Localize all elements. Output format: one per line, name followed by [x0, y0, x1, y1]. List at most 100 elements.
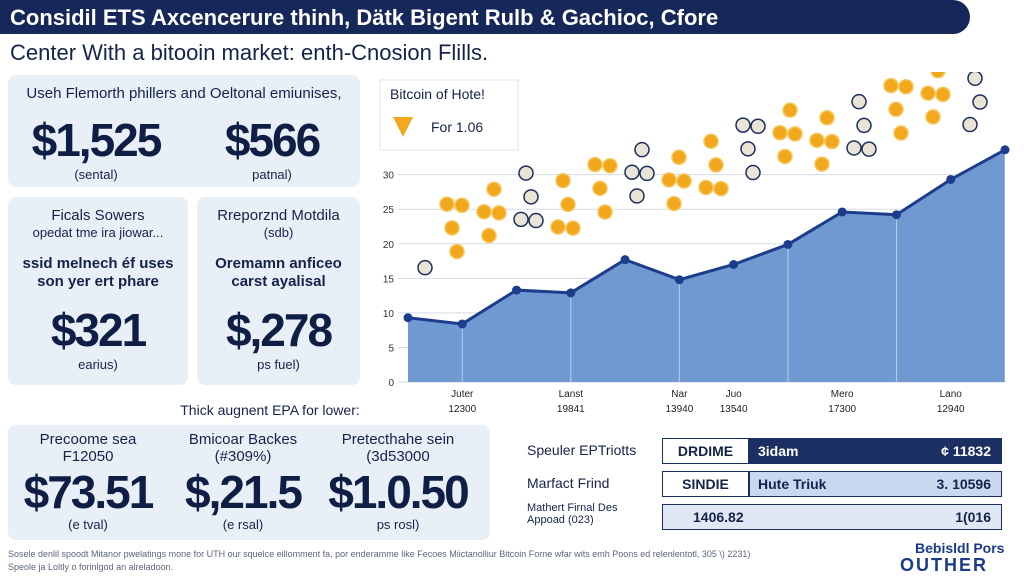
item-title: (#309%) [214, 448, 272, 465]
coin-icon [740, 141, 756, 157]
point [946, 174, 956, 184]
x-tick-sublabel: 13940 [665, 404, 693, 415]
coin-icon [528, 212, 544, 229]
coin-icon [491, 205, 507, 221]
coin-icon [518, 165, 534, 181]
coin-icon [883, 77, 899, 94]
legend-label: For 1.06 [431, 119, 483, 135]
info-card: Rreporznd Motdila (sdb) Oremamn anficeo car… [197, 197, 360, 385]
x-tick-sublabel: 13540 [720, 404, 748, 415]
item-value: $,21.5 [185, 466, 303, 518]
coin-icon [893, 125, 909, 141]
coin-icon [476, 203, 492, 220]
coin-icon [777, 148, 793, 165]
row-tag: SINDIE [663, 472, 750, 496]
row-value: ¢ 11832 [941, 443, 991, 459]
coin-icon [962, 116, 978, 133]
card-title: Ficals Sowers [51, 207, 145, 224]
card-text: ssid melnech éf uses [22, 255, 174, 272]
coin-icon [486, 181, 502, 197]
coin-icon [824, 133, 840, 150]
coin-icon [698, 179, 714, 196]
table-row: Marfact Frind SINDIE Hute Triuk 3. 10596 [527, 471, 1007, 497]
x-tick-label: Mero [831, 389, 854, 400]
coin-icon [735, 117, 751, 133]
card-note: earius) [78, 357, 118, 372]
card-value: $321 [50, 304, 147, 356]
coin-icon [565, 220, 581, 236]
item-title: F12050 [62, 448, 114, 465]
y-tick-label: 30 [383, 171, 395, 182]
coin-icon [967, 72, 983, 87]
item-title: Bmicoar Backes [188, 431, 298, 448]
card-note: ps fuel) [257, 357, 300, 372]
coin-icon [639, 165, 655, 182]
coin-icon [814, 156, 830, 172]
summary-card: Useh Flemorth phillers and Oeltonal emiu… [8, 75, 360, 187]
legend-box [379, 79, 519, 151]
point [1000, 145, 1010, 155]
x-tick-label: Juter [451, 389, 474, 400]
summary-value: $566 [224, 114, 321, 166]
coin-icon [555, 172, 571, 189]
coin-icon [703, 133, 719, 149]
area [408, 149, 1005, 382]
item-note: (e rsal) [222, 517, 264, 532]
row-name: Hute Triuk [758, 476, 827, 492]
coin-icon [444, 220, 460, 236]
coin-icon [972, 94, 988, 110]
x-tick-label: Lano [940, 389, 963, 400]
title: Considil ETS Axcencerure thinh, Dätk Big… [10, 5, 719, 30]
coin-icon [513, 211, 529, 228]
point [891, 210, 901, 220]
row-label: Speuler EPTriotts [527, 442, 637, 458]
card-text: carst ayalisal [231, 273, 326, 290]
coin-icon [713, 180, 729, 197]
row-bar: 1406.82 1(016 [662, 504, 1002, 530]
card-subtitle: (sdb) [263, 225, 294, 240]
legend-icon [393, 117, 413, 137]
coin-icon [661, 172, 677, 188]
coin-icon [602, 158, 618, 174]
section-label: Thick augnent EPA for lower: [180, 402, 360, 418]
bottom-card: Precoome sea F12050 $73.51 (e tval) Bmicoar … [8, 425, 490, 540]
card-value: $,278 [225, 304, 333, 356]
point [512, 285, 522, 295]
item-note: (e tval) [68, 517, 108, 532]
table-row: Speuler EPTriotts DRDIME 3idam ¢ 11832 [527, 438, 1007, 464]
x-tick-sublabel: 12940 [937, 404, 965, 415]
info-card: Ficals Sowers opedat tme ira jiowar... ssi… [8, 197, 188, 385]
y-tick-label: 10 [383, 309, 395, 320]
coin-icon [449, 243, 465, 260]
point [566, 288, 576, 298]
row-bar: SINDIE Hute Triuk 3. 10596 [662, 471, 1002, 497]
item-value: $1.0.50 [328, 466, 469, 518]
card-text: son yer ert phare [37, 273, 159, 290]
point [620, 255, 630, 265]
coin-icon [935, 86, 951, 103]
coin-icon [772, 124, 788, 141]
row-name: 3idam [758, 443, 799, 459]
x-tick-sublabel: 19841 [557, 404, 585, 415]
coin-icon [846, 140, 862, 156]
logo: OUTHER [900, 555, 988, 575]
x-tick-label: Juo [726, 389, 743, 400]
coin-icon [898, 79, 914, 95]
coin-icon [624, 164, 640, 180]
coin-icon [676, 173, 692, 189]
y-tick-label: 20 [383, 240, 395, 251]
chart: 0 5 10 15 20 25 30 Juter 12300 Lanst 19841 Nar 13940… [379, 72, 1010, 415]
coin-icon [439, 196, 455, 212]
row-label: Marfact Frind [527, 475, 610, 491]
coin-icon [851, 93, 867, 110]
coin-icon [861, 141, 877, 157]
x-tick-sublabel: 12300 [448, 404, 476, 415]
coin-icon [708, 157, 724, 173]
coin-icon [809, 132, 825, 149]
summary-value: $1,525 [31, 114, 163, 166]
coin-icon [597, 204, 613, 220]
y-tick-label: 0 [388, 378, 394, 389]
coin-icon [819, 110, 835, 126]
legend-title: Bitcoin of Hote! [390, 86, 485, 102]
point [729, 260, 739, 269]
